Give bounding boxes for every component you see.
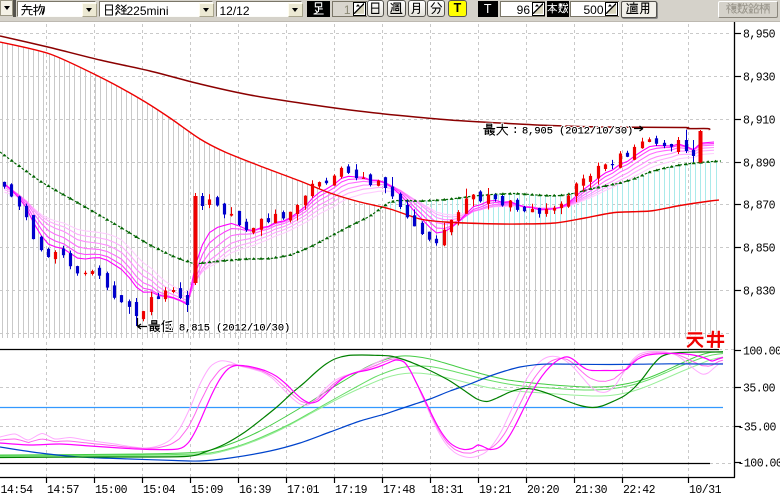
svg-text:8,910: 8,910 xyxy=(743,115,776,128)
svg-text::: : xyxy=(512,125,519,137)
svg-text:20:20: 20:20 xyxy=(527,484,560,497)
svg-text:15:09: 15:09 xyxy=(191,484,224,497)
svg-text:8,930: 8,930 xyxy=(743,72,776,85)
svg-text:22:42: 22:42 xyxy=(623,484,656,497)
svg-text:17:19: 17:19 xyxy=(335,484,368,497)
svg-text:14:54: 14:54 xyxy=(1,484,34,497)
svg-text:8,815 (2012/10/30): 8,815 (2012/10/30) xyxy=(179,323,290,335)
svg-text:8,890: 8,890 xyxy=(743,158,776,171)
svg-text:8,905 (2012/10/30): 8,905 (2012/10/30) xyxy=(522,126,633,138)
svg-text:18:31: 18:31 xyxy=(431,484,464,497)
svg-text:17:01: 17:01 xyxy=(287,484,320,497)
svg-text:16:39: 16:39 xyxy=(239,484,272,497)
svg-text:14:57: 14:57 xyxy=(47,484,79,497)
svg-text:8,950: 8,950 xyxy=(743,29,776,42)
svg-text:15:04: 15:04 xyxy=(143,484,176,497)
svg-text:100.00: 100.00 xyxy=(743,346,780,359)
svg-text::: : xyxy=(512,125,519,137)
svg-text:8,815 (2012/10/30): 8,815 (2012/10/30) xyxy=(179,323,290,335)
svg-text::: : xyxy=(167,322,174,334)
svg-text:8,905 (2012/10/30): 8,905 (2012/10/30) xyxy=(522,126,633,138)
svg-text:-100.00: -100.00 xyxy=(738,458,780,471)
svg-text:-35.00: -35.00 xyxy=(738,422,777,435)
svg-text:17:48: 17:48 xyxy=(383,484,416,497)
svg-text:8,870: 8,870 xyxy=(743,200,776,213)
svg-text:21:30: 21:30 xyxy=(575,484,608,497)
svg-text:8,850: 8,850 xyxy=(743,243,776,256)
svg-text:10/31: 10/31 xyxy=(689,484,722,497)
svg-text:15:00: 15:00 xyxy=(95,484,128,497)
svg-text:35.00: 35.00 xyxy=(743,383,776,396)
svg-text:19:21: 19:21 xyxy=(479,484,512,497)
svg-text::: : xyxy=(167,322,174,334)
svg-text:8,830: 8,830 xyxy=(743,286,776,299)
